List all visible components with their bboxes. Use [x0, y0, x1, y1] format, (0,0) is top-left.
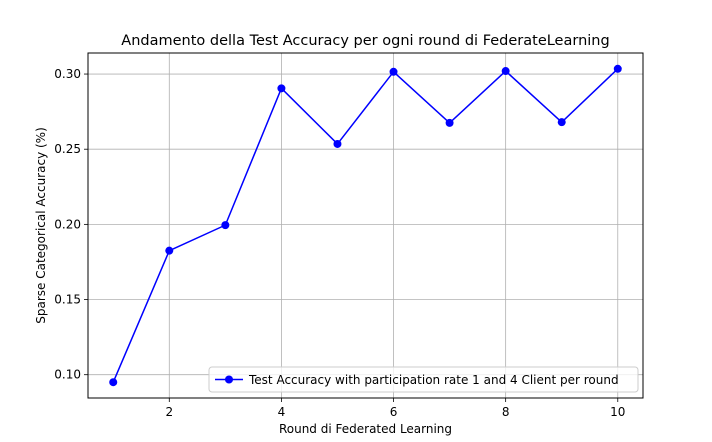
- grid: [88, 53, 643, 398]
- legend-marker: [225, 375, 233, 384]
- x-tick-label: 6: [390, 405, 398, 419]
- y-tick-label: 0.25: [54, 142, 81, 156]
- y-axis-ticks: 0.10 0.15 0.20 0.25 0.30: [54, 67, 88, 382]
- legend: Test Accuracy with participation rate 1 …: [208, 366, 639, 393]
- data-point: [221, 221, 230, 230]
- x-tick-label: 2: [165, 405, 173, 419]
- y-tick-label: 0.20: [54, 217, 81, 231]
- x-axis-ticks: 2 4 6 8 10: [165, 398, 625, 419]
- x-axis-label: Round di Federated Learning: [279, 422, 452, 436]
- x-tick-label: 4: [278, 405, 286, 419]
- data-point: [277, 84, 286, 93]
- data-point: [109, 378, 118, 387]
- legend-box: [208, 366, 639, 393]
- x-tick-label: 8: [502, 405, 510, 419]
- legend-label: Test Accuracy with participation rate 1 …: [248, 373, 619, 387]
- y-tick-label: 0.30: [54, 67, 81, 81]
- data-point: [333, 139, 342, 148]
- y-axis-label: Sparse Categorical Accuracy (%): [34, 127, 48, 323]
- x-tick-label: 10: [610, 405, 625, 419]
- data-point: [445, 118, 454, 127]
- data-point: [501, 67, 510, 76]
- data-point: [613, 64, 622, 73]
- plot-frame: [87, 52, 644, 399]
- data-point: [389, 67, 398, 76]
- data-point: [165, 246, 174, 255]
- series-line: [112, 68, 619, 383]
- data-point: [557, 118, 566, 127]
- series-layer: [109, 64, 622, 387]
- y-tick-label: 0.15: [54, 293, 81, 307]
- chart-title: Andamento della Test Accuracy per ogni r…: [121, 33, 609, 49]
- y-tick-label: 0.10: [54, 368, 81, 382]
